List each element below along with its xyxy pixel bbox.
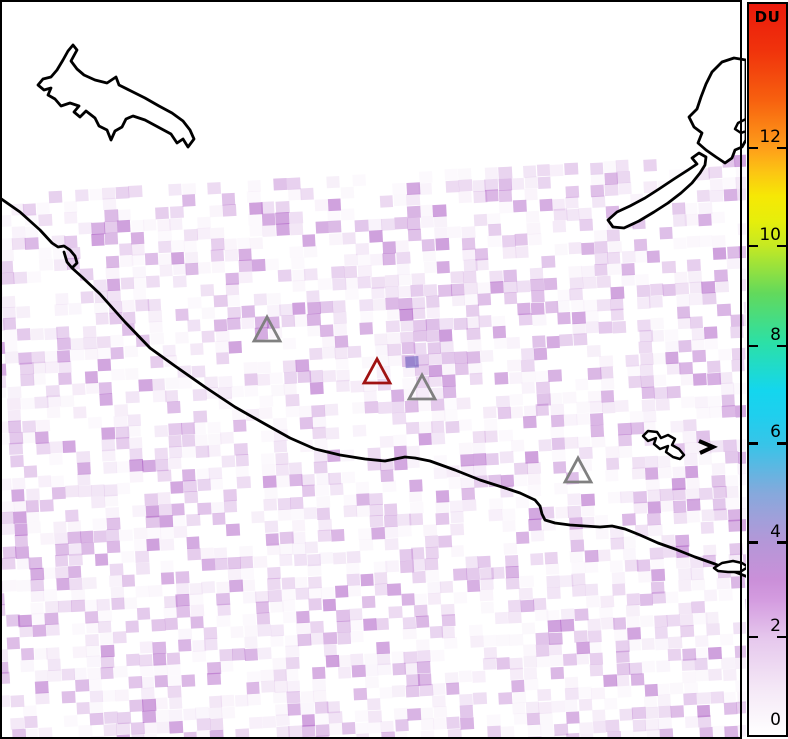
map-frame xyxy=(0,0,742,739)
colorbar: DU 12 10 8 6 4 2 0 xyxy=(747,2,788,737)
colorbar-tick-label: 8 xyxy=(770,325,781,346)
colorbar-unit-label: DU xyxy=(754,8,781,26)
volcano-marker xyxy=(562,455,594,484)
colorbar-tick-mark xyxy=(777,146,786,150)
colorbar-tick-mark xyxy=(777,244,786,248)
volcano-marker-active xyxy=(361,356,393,385)
coastline xyxy=(0,196,746,578)
colorbar-tick-mark xyxy=(749,541,758,544)
volcano-marker xyxy=(251,314,283,343)
lake-outline xyxy=(36,43,196,149)
colorbar-tick-mark xyxy=(749,635,758,639)
colorbar-tick-label: 6 xyxy=(770,422,781,443)
colorbar-tick-label: 2 xyxy=(770,616,781,637)
volcano-markers xyxy=(251,314,594,484)
island-bottom-right-spit xyxy=(712,559,746,574)
colorbar-tick-mark xyxy=(749,146,758,150)
colorbar-tick-mark xyxy=(749,344,758,348)
colorbar-tick-mark xyxy=(777,344,786,348)
colorbar-tick-label: 12 xyxy=(759,127,781,147)
island-center-right-chevron xyxy=(698,439,718,455)
map-area xyxy=(0,0,746,739)
colorbar-tick-label: 4 xyxy=(770,521,781,542)
colorbar-tick-label: 10 xyxy=(759,224,781,245)
colorbar-gradient xyxy=(749,4,786,735)
island-upper-right-large xyxy=(687,56,746,165)
colorbar-tick-mark xyxy=(749,244,758,248)
so2-data-pixels xyxy=(0,154,746,739)
colorbar-tick-label: 0 xyxy=(770,709,781,730)
volcano-marker xyxy=(406,372,438,401)
colorbar-tick-mark xyxy=(777,541,786,544)
colorbar-tick-mark xyxy=(749,442,758,445)
colorbar-tick-mark xyxy=(777,442,786,445)
island-center-right-squiggle xyxy=(641,429,686,461)
island-upper-right-elongated xyxy=(606,151,708,230)
colorbar-tick-mark xyxy=(777,635,786,639)
